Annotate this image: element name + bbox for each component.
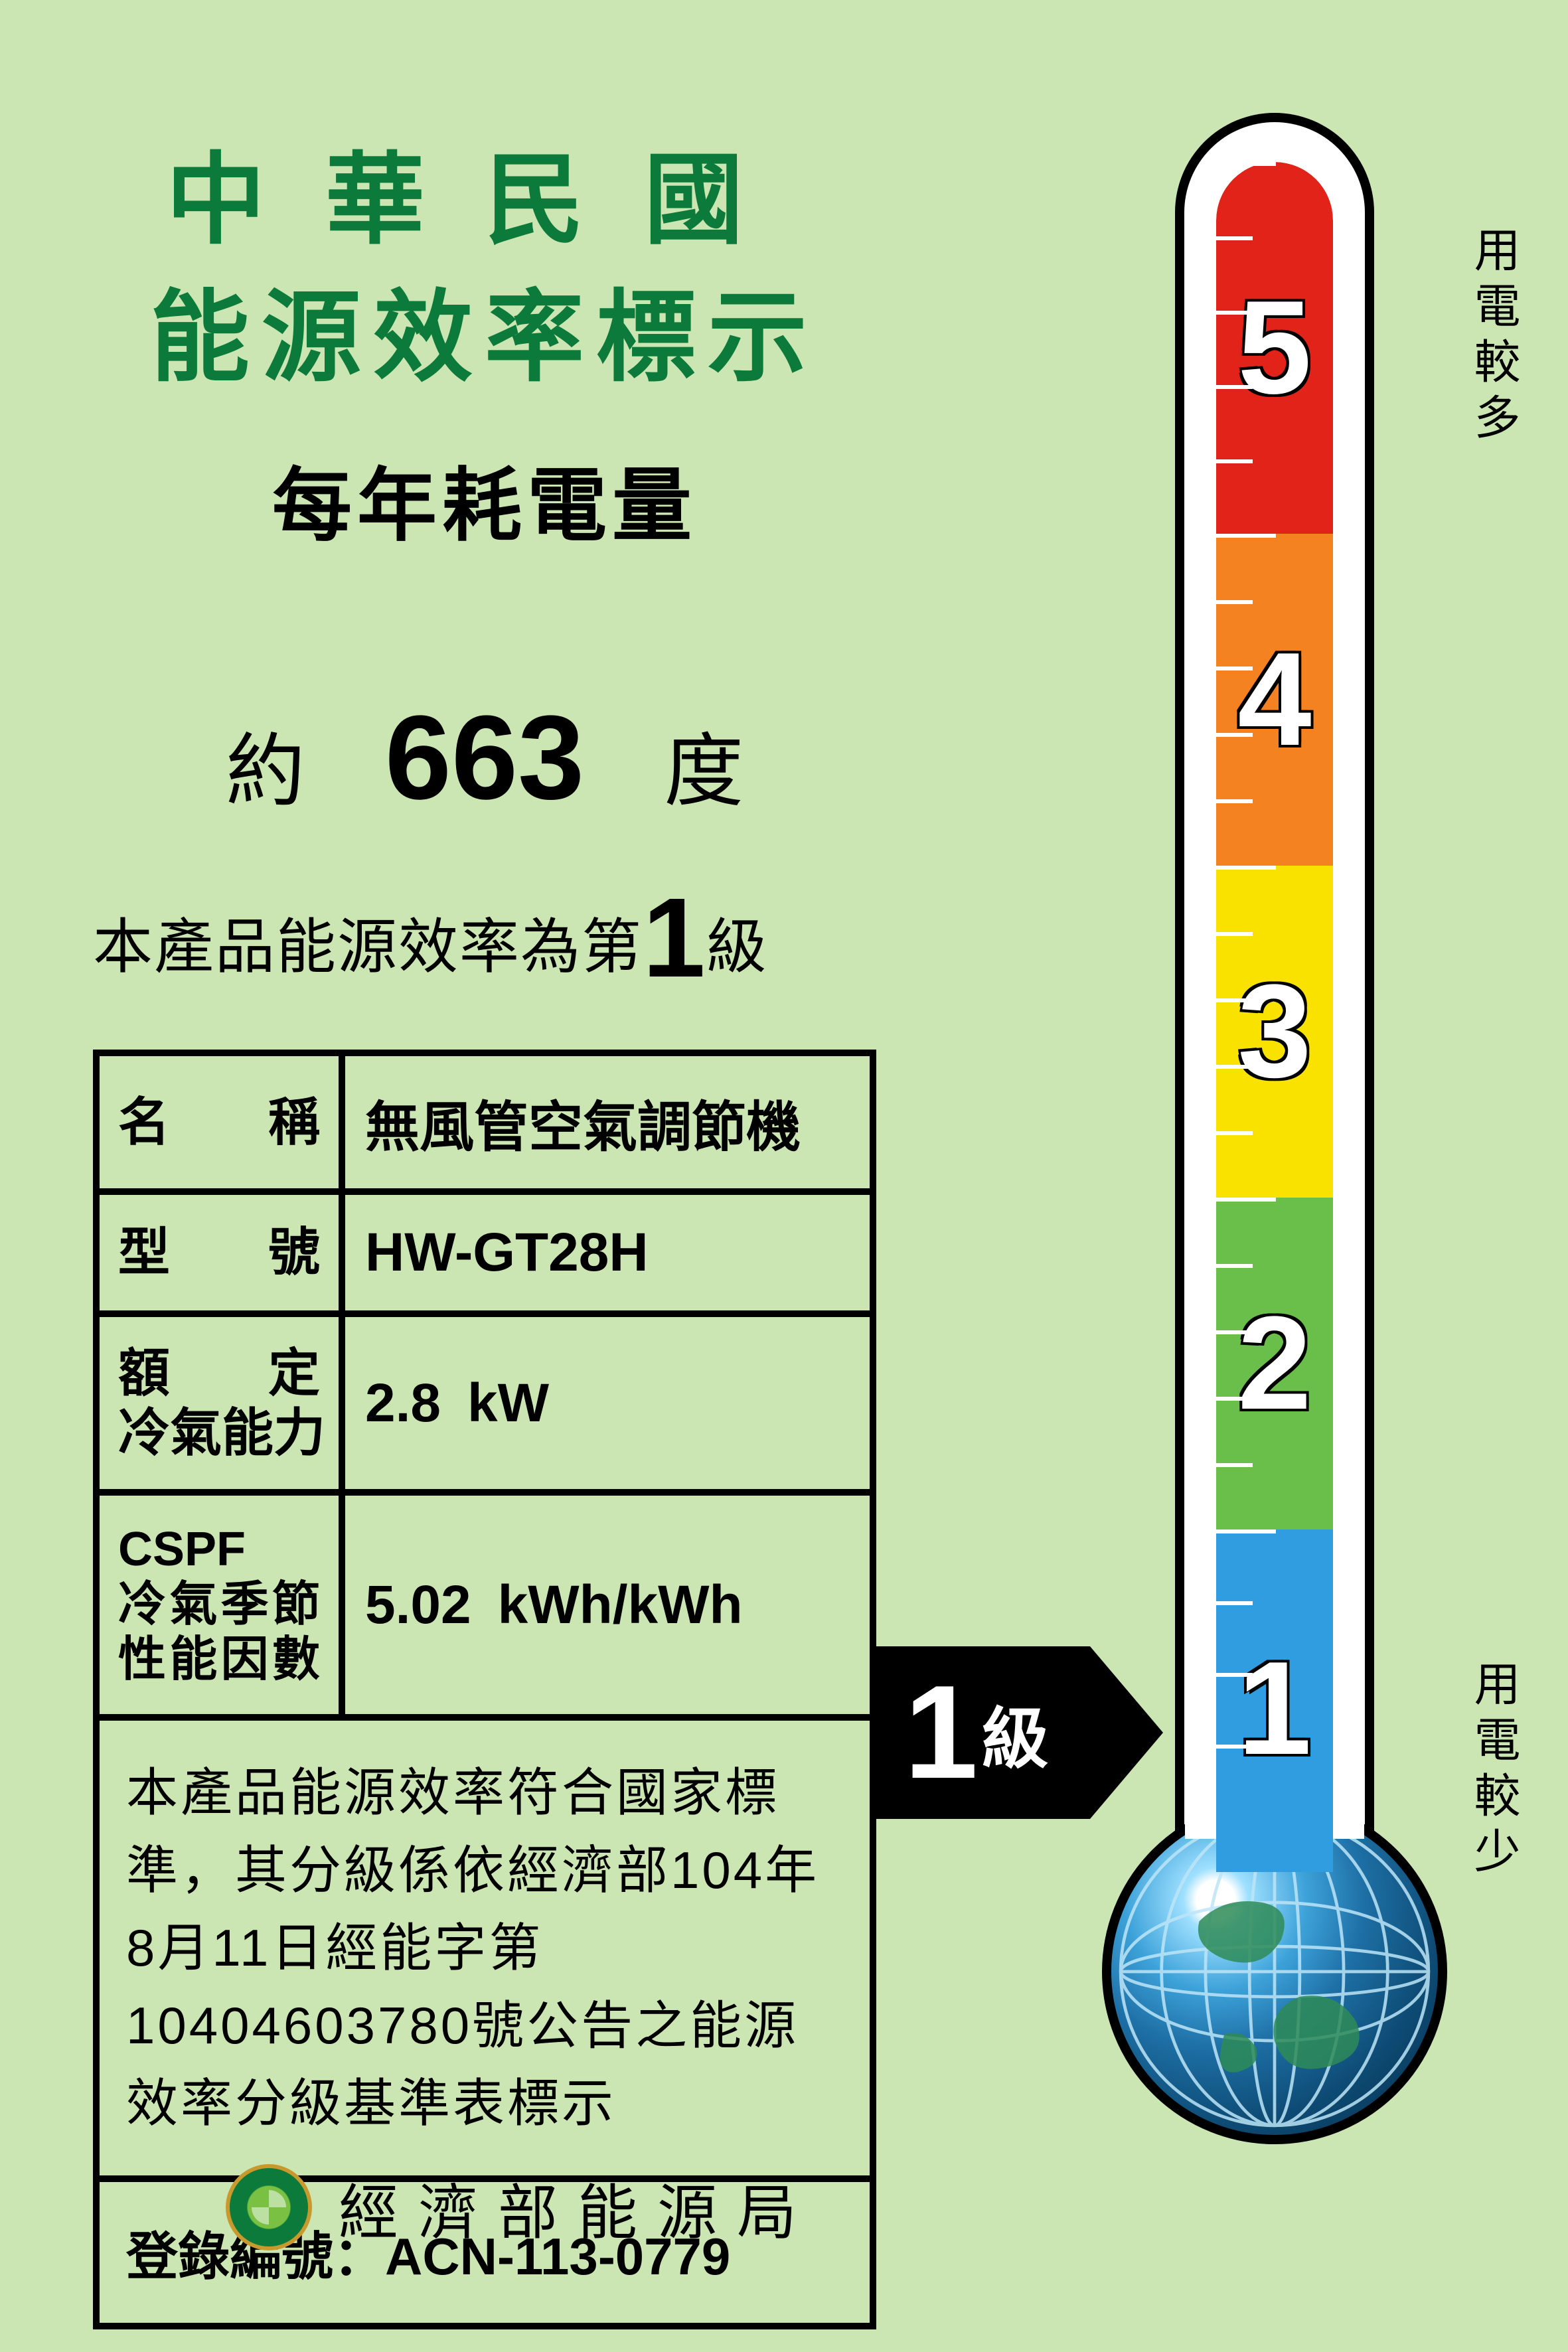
thermo-segment-number: 1	[1237, 1632, 1311, 1785]
spec-compliance-note: 本產品能源效率符合國家標準，其分級係依經濟部104年8月11日經能字第10404…	[100, 1721, 870, 2182]
spec-value-name: 無風管空氣調節機	[345, 1056, 870, 1188]
arrow-grade-suffix: 級	[982, 1685, 1048, 1781]
thermo-segment-2: 2	[1216, 1198, 1333, 1529]
spec-row-name: 名 稱 無風管空氣調節機	[100, 1056, 870, 1195]
spec-label-model: 型 號	[100, 1195, 345, 1310]
efficiency-thermometer: 5 4 3 2 1	[1089, 113, 1460, 2184]
spec-row-model: 型 號 HW-GT28H	[100, 1195, 870, 1317]
kwh-approx-label: 約	[226, 706, 305, 822]
efficiency-grade-statement: 本產品能源效率為第1級	[93, 873, 876, 1003]
grade-suffix: 級	[707, 914, 768, 980]
grade-prefix: 本產品能源效率為第	[93, 914, 643, 980]
spec-value-cooling-capacity: 2.8 kW	[345, 1317, 870, 1489]
spec-label-cspf: CSPF 冷氣季節 性能因數	[100, 1496, 345, 1713]
annual-kwh-line: 約 663 度	[93, 689, 876, 826]
spec-value-cspf: 5.02 kWh/kWh	[345, 1496, 870, 1713]
thermo-segment-3: 3	[1216, 866, 1333, 1198]
spec-label-cooling-capacity: 額定 冷氣能力	[100, 1317, 345, 1489]
spec-row-cspf: CSPF 冷氣季節 性能因數 5.02 kWh/kWh	[100, 1496, 870, 1720]
energy-bureau-seal-icon	[226, 2164, 312, 2250]
title-line-2: 能源效率標示	[93, 257, 876, 401]
spec-label-name: 名 稱	[100, 1056, 345, 1188]
spec-row-cooling-capacity: 額定 冷氣能力 2.8 kW	[100, 1317, 870, 1496]
arrow-grade-number: 1	[904, 1656, 978, 1809]
thermo-segment-number: 2	[1237, 1287, 1311, 1440]
thermo-segment-number: 4	[1237, 623, 1311, 776]
subtitle-annual-consumption: 每年耗電量	[93, 441, 876, 556]
thermo-segment-number: 5	[1237, 272, 1311, 424]
kwh-unit: 度	[664, 706, 744, 822]
spec-value-model: HW-GT28H	[345, 1195, 870, 1310]
issuer-name: 經濟部能源局	[339, 2164, 817, 2250]
thermo-segment-5: 5	[1216, 162, 1333, 534]
title-line-1: 中華民國	[93, 119, 876, 264]
thermo-segment-number: 3	[1237, 955, 1311, 1108]
spec-table: 名 稱 無風管空氣調節機 型 號 HW-GT28H 額定 冷氣能力 2.8	[93, 1050, 876, 2329]
thermo-segment-4: 4	[1216, 534, 1333, 866]
thermometer-tube: 5 4 3 2 1	[1175, 113, 1374, 1872]
grade-number: 1	[643, 875, 707, 1001]
issuer-footer: 經濟部能源局	[226, 2164, 817, 2250]
kwh-value: 663	[385, 689, 584, 826]
label-less-electricity: 用電較少	[1460, 1660, 1528, 1883]
label-more-electricity: 用電較多	[1460, 226, 1528, 449]
